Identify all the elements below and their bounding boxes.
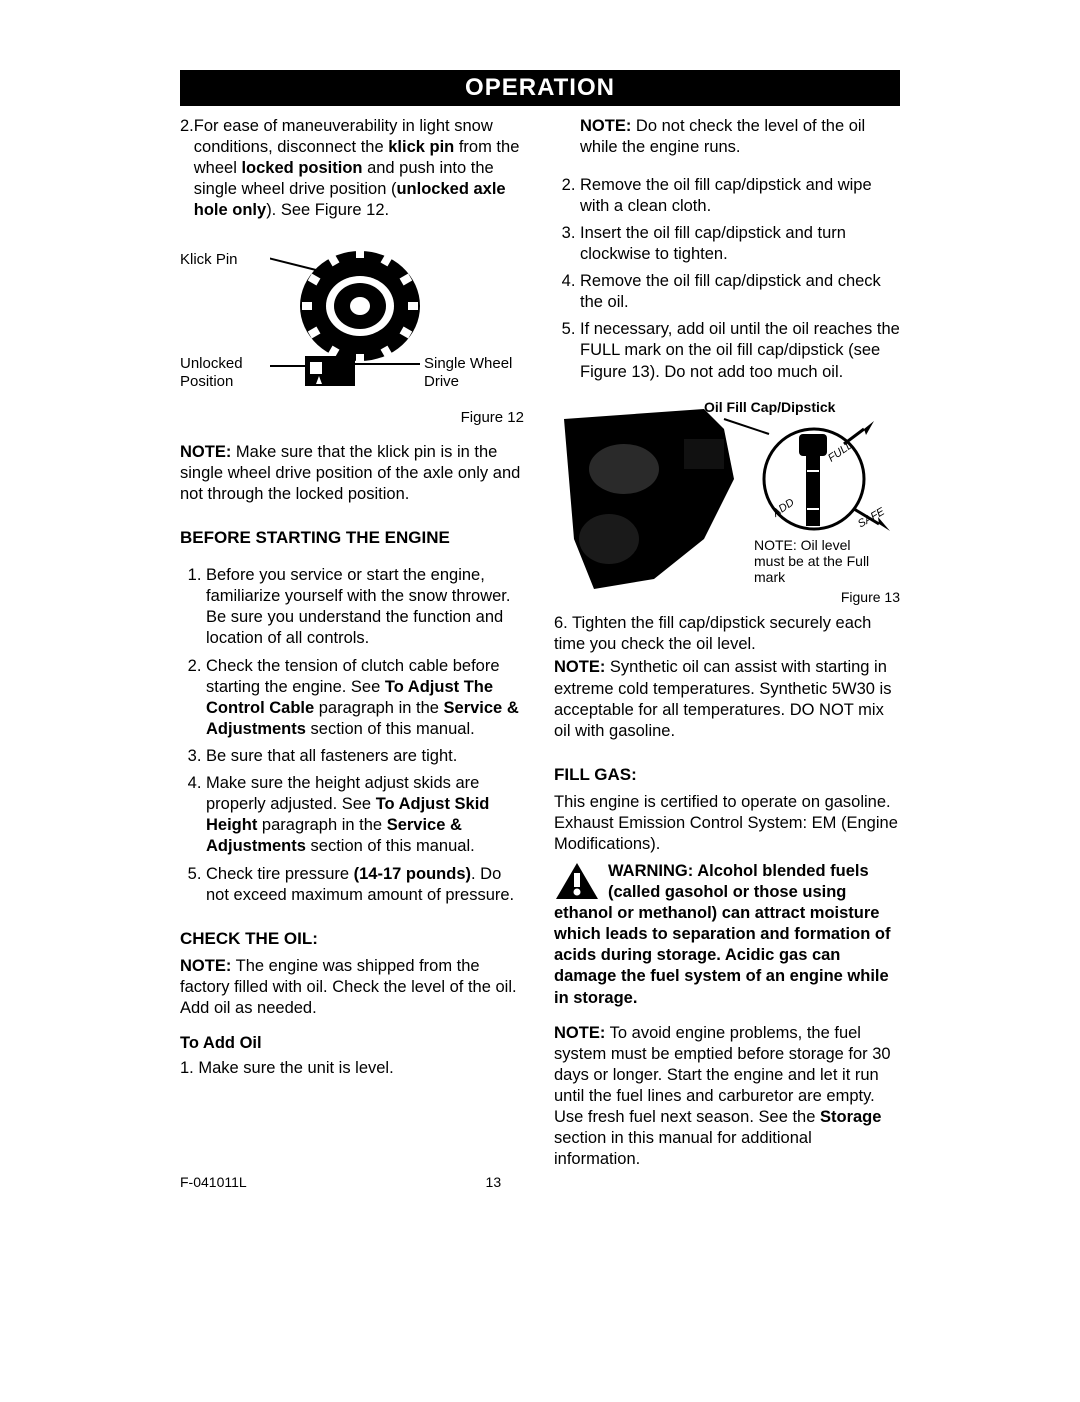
- left-column: 2. For ease of maneuverability in light …: [180, 116, 526, 1170]
- note-label: NOTE:: [554, 1024, 605, 1042]
- figure-13-caption: Figure 13: [841, 589, 900, 607]
- tire-diagram-icon: [270, 236, 440, 406]
- list-item: Remove the oil fill cap/dipstick and che…: [580, 271, 900, 313]
- section-banner: OPERATION: [180, 70, 900, 106]
- figure-13: Oil Fill Cap/Dipstick FULL ADD SAFE NOTE…: [554, 399, 900, 609]
- fig13-note: NOTE: Oil level must be at the Full mark: [754, 537, 884, 585]
- text: section of this manual.: [306, 720, 475, 738]
- page-footer: F-041011L 13: [180, 1174, 900, 1190]
- warning-text: WARNING: Alcohol blended fuels (called g…: [554, 862, 890, 1007]
- list-item: If necessary, add oil until the oil reac…: [580, 319, 900, 382]
- list-item: Make sure the height adjust skids are pr…: [206, 773, 526, 857]
- to-add-oil-heading: To Add Oil: [180, 1033, 526, 1054]
- warning-triangle-icon: [554, 861, 600, 901]
- note-text: The engine was shipped from the factory …: [180, 957, 517, 1017]
- list-item-2: 2. For ease of maneuverability in light …: [180, 116, 526, 222]
- synthetic-note: NOTE: Synthetic oil can assist with star…: [554, 657, 900, 741]
- figure-12: Klick Pin Unlocked Position Single Wheel…: [180, 236, 526, 426]
- list-item: Remove the oil fill cap/dipstick and wip…: [580, 175, 900, 217]
- list-item: Insert the oil fill cap/dipstick and tur…: [580, 223, 900, 265]
- bold-text: (14-17 pounds): [354, 865, 471, 883]
- check-oil-heading: CHECK THE OIL:: [180, 928, 526, 950]
- text: Check tire pressure: [206, 865, 354, 883]
- before-starting-list: Before you service or start the engine, …: [180, 565, 526, 906]
- fill-gas-heading: FILL GAS:: [554, 764, 900, 786]
- list-item: Before you service or start the engine, …: [206, 565, 526, 649]
- text: ). See Figure 12.: [266, 201, 389, 219]
- manual-page: OPERATION 2. For ease of maneuverability…: [180, 70, 900, 1190]
- list-item: Check tire pressure (14-17 pounds). Do n…: [206, 864, 526, 906]
- storage-note: NOTE: To avoid engine problems, the fuel…: [554, 1023, 900, 1171]
- text: section of this manual.: [306, 837, 475, 855]
- step-6: 6. Tighten the fill cap/dipstick securel…: [554, 613, 900, 655]
- list-item: Check the tension of clutch cable before…: [206, 656, 526, 740]
- note-label: NOTE:: [180, 957, 231, 975]
- text: paragraph in the: [257, 816, 386, 834]
- note-label: NOTE:: [554, 658, 605, 676]
- fill-gas-intro: This engine is certified to operate on g…: [554, 792, 900, 855]
- fig-label-klick-pin: Klick Pin: [180, 250, 238, 269]
- to-add-oil-step-1: 1. Make sure the unit is level.: [180, 1058, 526, 1079]
- figure-12-caption: Figure 12: [461, 408, 524, 427]
- item-number: 2.: [180, 116, 194, 222]
- document-number: F-041011L: [180, 1174, 247, 1190]
- bold-text: Storage: [820, 1108, 881, 1126]
- note-top: NOTE: Do not check the level of the oil …: [554, 116, 900, 158]
- note-text: Make sure that the klick pin is in the s…: [180, 443, 520, 503]
- fig-label-unlocked: Unlocked: [180, 354, 243, 373]
- bold-text: locked position: [241, 159, 362, 177]
- fig-label-position: Position: [180, 372, 233, 391]
- right-column: NOTE: Do not check the level of the oil …: [554, 116, 900, 1170]
- check-oil-note: NOTE: The engine was shipped from the fa…: [180, 956, 526, 1019]
- note-klick-pin: NOTE: Make sure that the klick pin is in…: [180, 442, 526, 505]
- warning-block: WARNING: Alcohol blended fuels (called g…: [554, 861, 900, 1009]
- list-item: Be sure that all fasteners are tight.: [206, 746, 526, 767]
- note-label: NOTE:: [180, 443, 231, 461]
- text: paragraph in the: [314, 699, 443, 717]
- before-starting-heading: BEFORE STARTING THE ENGINE: [180, 527, 526, 549]
- two-column-layout: 2. For ease of maneuverability in light …: [180, 116, 900, 1170]
- note-label: NOTE:: [580, 117, 631, 135]
- note-text: Synthetic oil can assist with starting i…: [554, 658, 891, 739]
- fig13-cap-label: Oil Fill Cap/Dipstick: [704, 399, 835, 417]
- note-text: section in this manual for additional in…: [554, 1129, 812, 1168]
- bold-text: klick pin: [388, 138, 454, 156]
- item-text: For ease of maneuverability in light sno…: [194, 116, 526, 222]
- oil-steps-list: Remove the oil fill cap/dipstick and wip…: [554, 175, 900, 383]
- page-number: 13: [486, 1174, 502, 1190]
